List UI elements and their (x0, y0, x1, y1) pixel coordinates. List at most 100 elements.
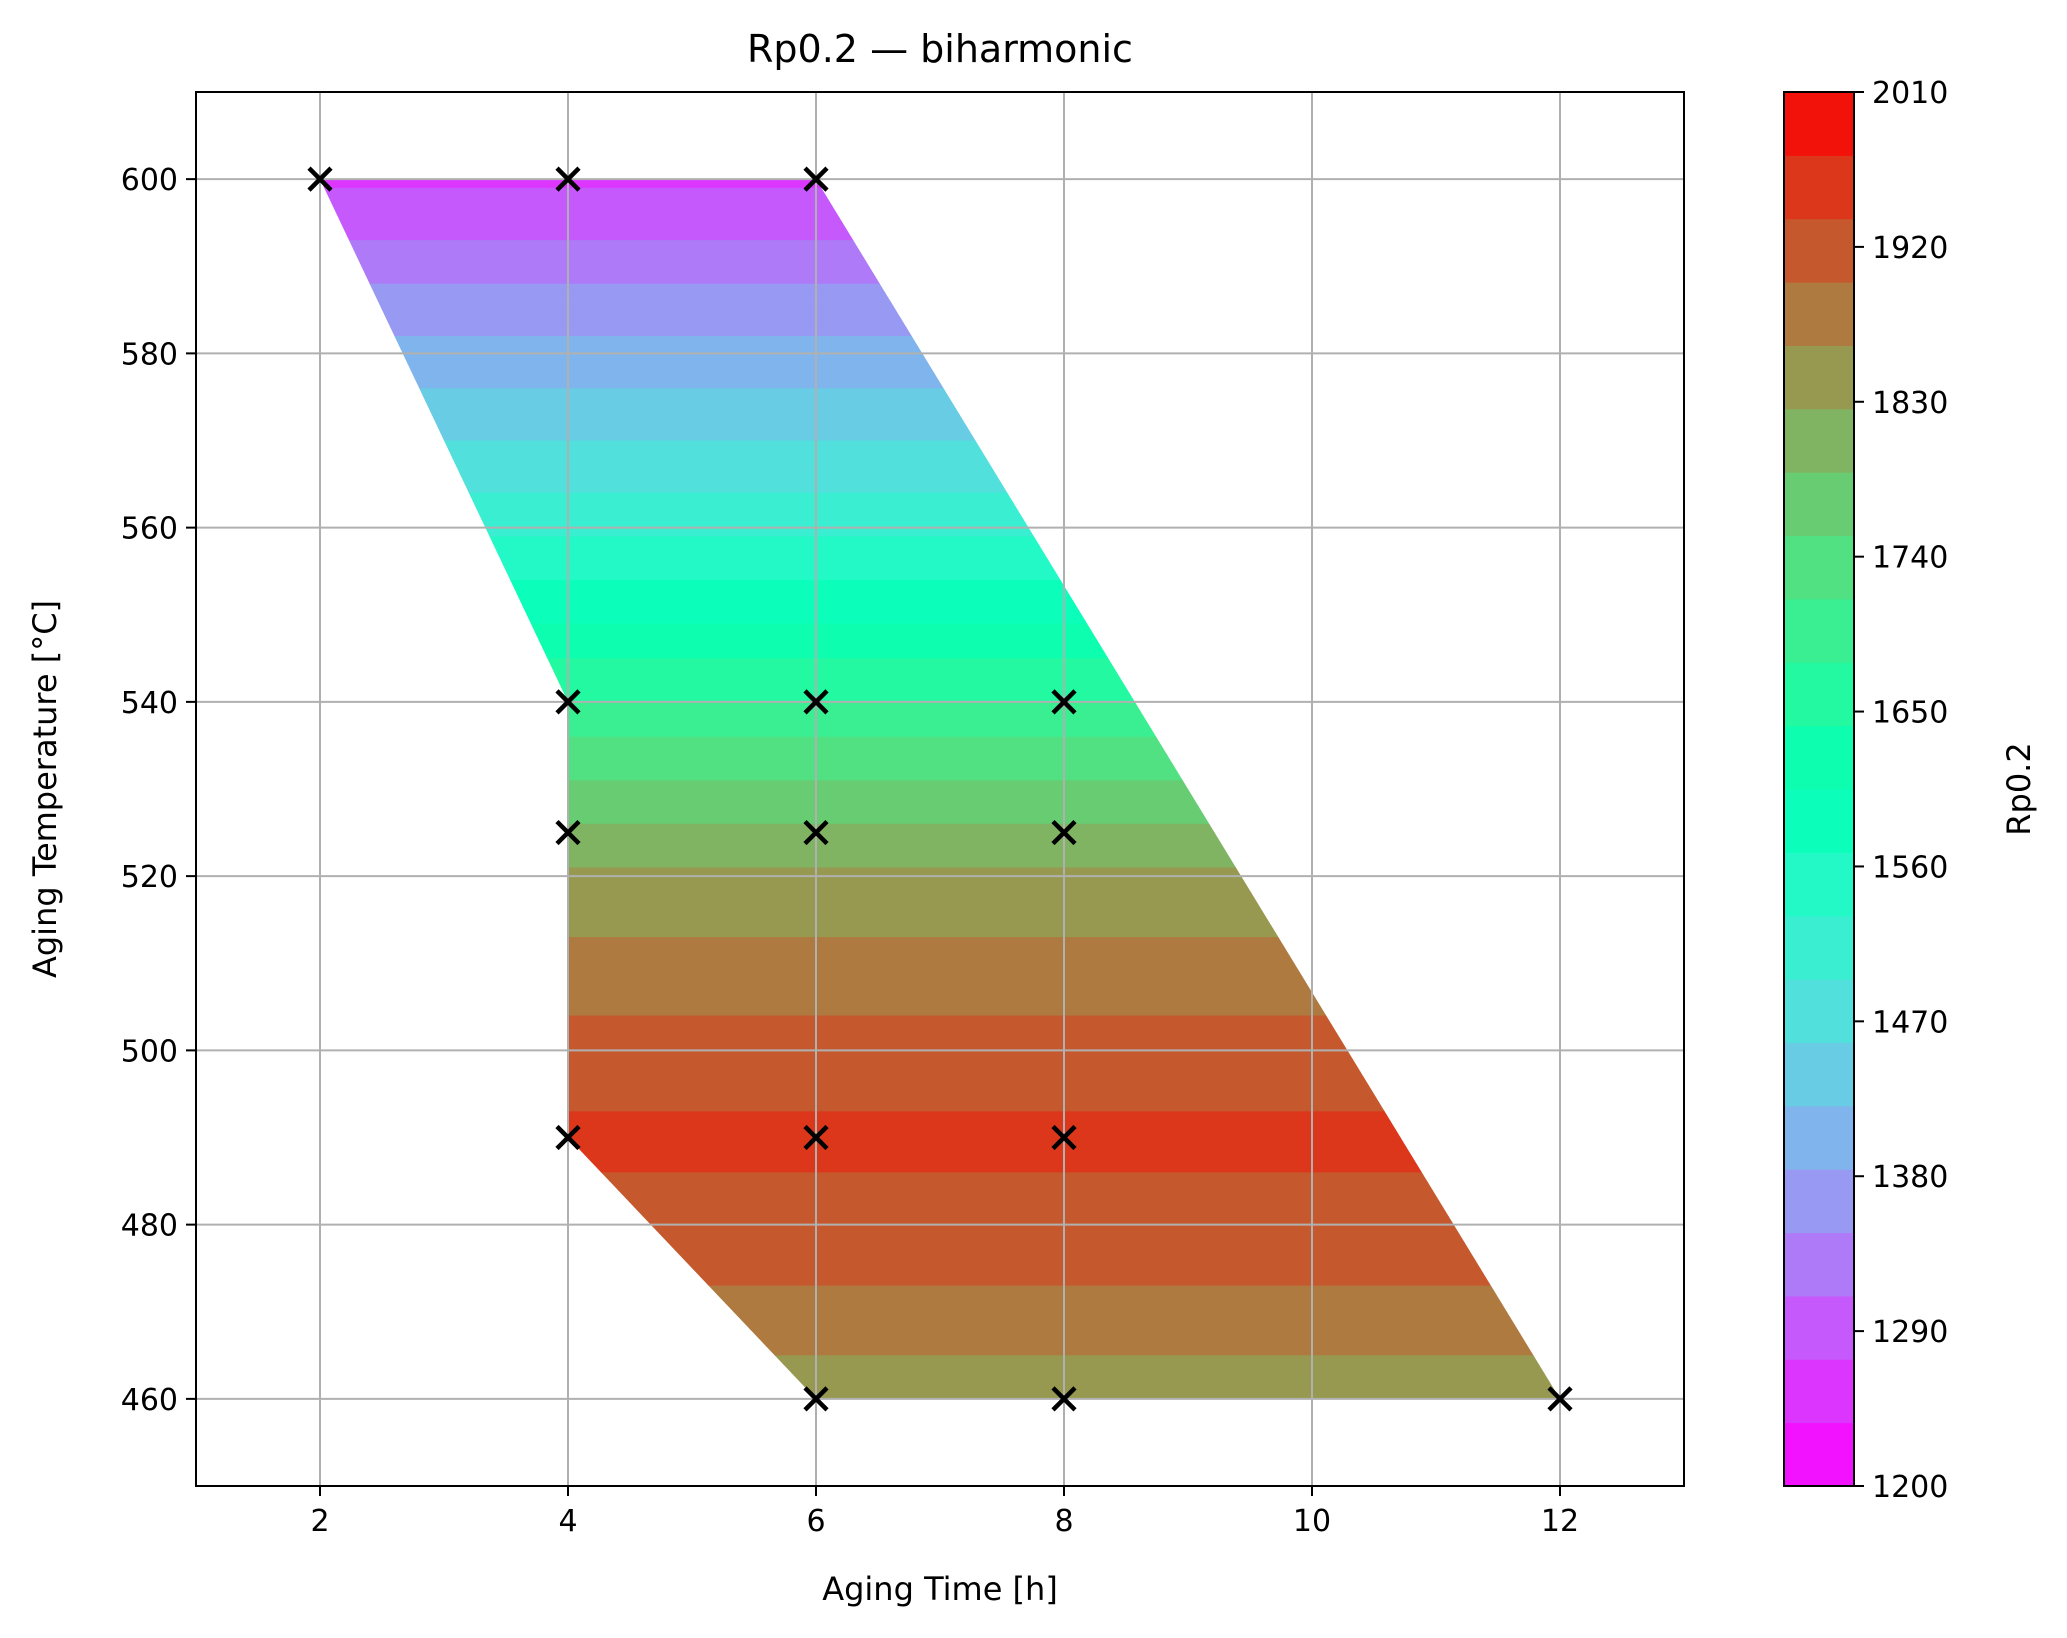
contour-band (320, 1015, 1560, 1025)
contour-band (320, 998, 1560, 1008)
colorbar-segment (1784, 1169, 1854, 1234)
contour-band (320, 1329, 1560, 1339)
contour-band (320, 832, 1560, 842)
contour-band (320, 431, 1560, 442)
contour-band (320, 527, 1560, 537)
contour-band (320, 919, 1560, 929)
contour-band (320, 867, 1560, 877)
contour-band (320, 1268, 1560, 1278)
colorbar-tick-label: 2010 (1872, 76, 1948, 111)
colorbar-axis: 1200 1290 1380 1470 1560 1650 1740 1830 1920 2010 (1854, 76, 1948, 1505)
contour-band (320, 754, 1560, 764)
x-axis-label: Aging Time [h] (822, 1570, 1058, 1608)
contour-band (320, 1355, 1560, 1365)
contour-band (320, 379, 1560, 389)
contour-band (320, 457, 1560, 468)
y-tick-label: 520 (121, 860, 178, 895)
contour-band (320, 1085, 1560, 1095)
colorbar-tick-label: 1830 (1872, 386, 1948, 421)
contour-band (320, 884, 1560, 895)
contour-band (320, 780, 1560, 790)
sample-point-marker (1051, 819, 1077, 846)
sample-point-marker (555, 819, 581, 846)
contour-band (320, 257, 1560, 267)
contour-band (320, 579, 1560, 590)
contour-band (320, 1189, 1560, 1200)
contour-band (320, 849, 1560, 860)
colorbar-segment (1784, 725, 1854, 790)
colorbar-tick-label: 1740 (1872, 541, 1948, 576)
contour-band (320, 518, 1560, 529)
contour-band (320, 1102, 1560, 1112)
contour-band (320, 449, 1560, 459)
contour-band (320, 1250, 1560, 1261)
contour-band (320, 1111, 1560, 1121)
sample-point-marker (555, 689, 581, 715)
contour-band (320, 623, 1560, 633)
colorbar-label: Rp0.2 (2000, 742, 2038, 835)
contour-band (320, 1337, 1560, 1348)
sample-point-marker (803, 689, 829, 715)
contour-band (320, 954, 1560, 964)
contour-band (320, 1294, 1560, 1304)
y-tick-label: 580 (121, 337, 178, 372)
sample-point-marker (1051, 1386, 1077, 1412)
contour-band (320, 213, 1560, 224)
contour-band (320, 1311, 1560, 1322)
grid-lines (196, 92, 1684, 1486)
contour-band (320, 301, 1560, 311)
x-tick-label: 10 (1293, 1504, 1331, 1539)
contour-band (320, 989, 1560, 999)
y-axis: 460 480 500 520 540 560 580 600 (121, 163, 196, 1418)
contour-band (320, 1006, 1560, 1017)
contour-band (320, 1381, 1560, 1391)
contour-band (320, 196, 1560, 206)
sample-point-marker (1547, 1386, 1573, 1412)
colorbar-segment (1784, 598, 1854, 663)
contour-band (320, 1233, 1560, 1243)
contour-band (320, 283, 1560, 293)
y-tick-label: 540 (121, 686, 178, 721)
contour-band (320, 658, 1560, 668)
colorbar-segment (1784, 1105, 1854, 1170)
contour-band (320, 179, 1560, 189)
contour-band (320, 510, 1560, 520)
contour-band (320, 1181, 1560, 1191)
y-tick-label: 600 (121, 163, 178, 198)
contour-band (196, 1408, 1684, 1417)
sample-point-marker (803, 819, 829, 846)
contour-band (320, 797, 1560, 808)
contour-band (320, 240, 1560, 250)
colorbar (1784, 92, 1854, 1487)
contour-band (320, 928, 1560, 938)
contour-band (320, 318, 1560, 328)
contour-band (320, 945, 1560, 956)
contour-band (320, 266, 1560, 276)
contour-band (320, 728, 1560, 738)
contour-band (320, 1207, 1560, 1217)
contour-fill (196, 179, 1684, 1417)
contour-band (320, 536, 1560, 546)
x-tick-label: 2 (310, 1504, 329, 1539)
contour-band (320, 1364, 1560, 1374)
contour-band (320, 205, 1560, 215)
contour-band (320, 1146, 1560, 1156)
y-tick-label: 560 (121, 512, 178, 547)
contour-band (320, 841, 1560, 851)
contour-band (320, 971, 1560, 982)
sample-point-marker (1051, 689, 1077, 715)
contour-band (320, 806, 1560, 816)
x-tick-label: 6 (806, 1504, 825, 1539)
contour-band (320, 980, 1560, 990)
colorbar-segment (1784, 155, 1854, 220)
contour-band (320, 1154, 1560, 1165)
contour-band (320, 1390, 1560, 1399)
contour-band (320, 1242, 1560, 1252)
contour-band (320, 588, 1560, 598)
sample-markers (307, 166, 1573, 1412)
contour-band (320, 910, 1560, 921)
plot-frame (195, 91, 1685, 1487)
colorbar-segment (1784, 789, 1854, 853)
colorbar-segment (1784, 979, 1854, 1043)
sample-point-marker (307, 166, 333, 192)
